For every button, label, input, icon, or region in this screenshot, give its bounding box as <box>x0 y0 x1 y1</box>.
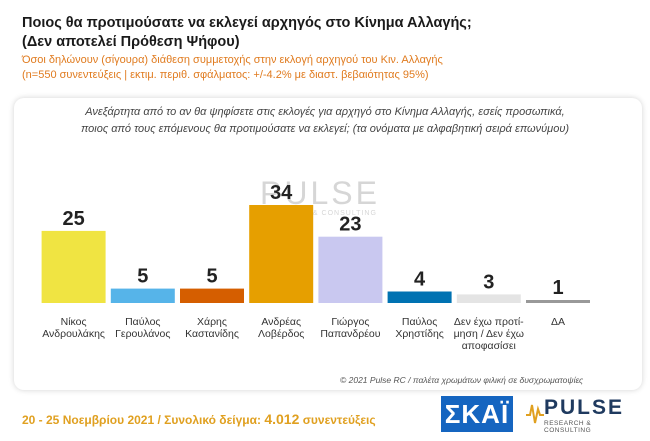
bar <box>249 205 314 303</box>
watermark-sub: RESEARCH & CONSULTING <box>263 210 377 217</box>
title-line-1: Ποιος θα προτιμούσατε να εκλεγεί αρχηγός… <box>22 15 472 31</box>
watermark-main: PULSE <box>260 175 380 211</box>
category-label: Χρηστίδης <box>395 328 444 340</box>
data-label: 34 <box>270 182 293 204</box>
category-label: Γερουλάνος <box>115 328 170 340</box>
survey-question: Ανεξάρτητα από το αν θα ψηφίσετε στις εκ… <box>0 104 650 138</box>
category-label: μηση / Δεν έχω <box>454 328 524 340</box>
category-label: Παύλος <box>402 316 437 328</box>
footer-dates: 20 - 25 Νοεμβρίου 2021 / Συνολικό δείγμα… <box>22 413 265 427</box>
category-label: Ανδρουλάκης <box>42 328 105 340</box>
bar <box>318 236 383 303</box>
subtitle-line-2: (n=550 συνεντεύξεις | εκτιμ. περιθ. σφάλ… <box>22 68 429 81</box>
copyright-note: © 2021 Pulse RC / παλέτα χρωμάτων φιλική… <box>340 375 584 385</box>
category-label: Χάρης <box>197 316 227 328</box>
category-label: Καστανίδης <box>185 328 239 340</box>
data-label: 23 <box>339 214 361 236</box>
data-label: 4 <box>414 269 426 291</box>
pulse-logo-sub: RESEARCH & CONSULTING <box>544 420 592 434</box>
pulse-logo: PULSE RESEARCH & CONSULTING <box>526 396 626 434</box>
data-label: 1 <box>552 277 563 299</box>
title-line-2: (Δεν αποτελεί Πρόθεση Ψήφου) <box>22 34 240 50</box>
category-label: Παπανδρέου <box>320 328 380 340</box>
footer-sample-info: 20 - 25 Νοεμβρίου 2021 / Συνολικό δείγμα… <box>22 411 376 427</box>
data-label: 5 <box>137 266 148 288</box>
pulse-logo-text: PULSE <box>544 396 625 419</box>
bar <box>180 288 244 303</box>
chart-title: Ποιος θα προτιμούσατε να εκλεγεί αρχηγός… <box>22 14 472 52</box>
bar <box>110 288 175 303</box>
chart-subtitle: Όσοι δηλώνουν (σίγουρα) διάθεση συμμετοχ… <box>22 53 443 82</box>
category-label: αποφασίσει <box>462 340 517 352</box>
skai-logo: ΣΚΑΪ <box>441 396 513 432</box>
pulse-wave-icon <box>526 404 544 424</box>
category-label: Δεν έχω προτί- <box>454 316 524 328</box>
bar <box>41 230 106 303</box>
data-label: 3 <box>483 271 494 293</box>
question-line-2: ποιος από τους επόμενους θα προτιμούσατε… <box>80 123 570 135</box>
pulse-watermark: PULSE RESEARCH & CONSULTING <box>250 176 390 217</box>
category-label: Νίκος <box>61 316 87 328</box>
category-label: Ανδρέας <box>261 316 301 328</box>
category-label: ΔΑ <box>551 316 565 328</box>
bar <box>456 294 521 303</box>
category-label: Λοβέρδος <box>258 328 304 340</box>
category-label: Παύλος <box>125 316 160 328</box>
question-line-1: Ανεξάρτητα από το αν θα ψηφίσετε στις εκ… <box>85 106 565 118</box>
data-label: 5 <box>206 266 217 288</box>
bar <box>526 300 590 303</box>
data-label: 25 <box>62 208 84 230</box>
bar <box>387 291 452 303</box>
footer-suffix: συνεντεύξεις <box>299 413 376 427</box>
subtitle-line-1: Όσοι δηλώνουν (σίγουρα) διάθεση συμμετοχ… <box>22 54 443 66</box>
category-label: Γιώργος <box>331 316 369 328</box>
footer-sample-size: 4.012 <box>264 411 300 427</box>
